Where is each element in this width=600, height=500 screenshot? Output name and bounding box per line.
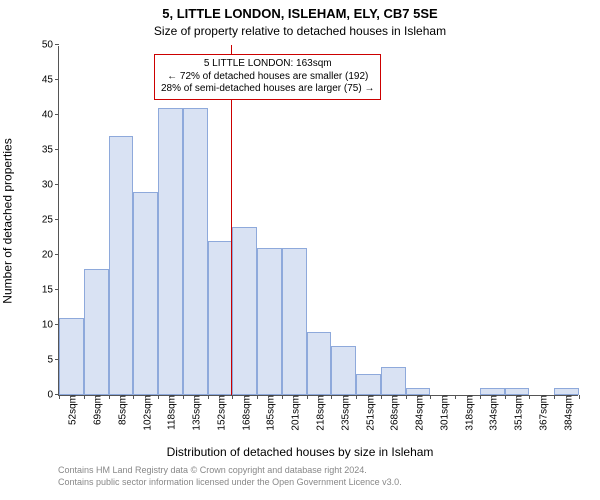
x-tick-mark [232,395,233,399]
histogram-bar [84,269,109,395]
histogram-bar [406,388,431,395]
x-tick-mark [505,395,506,399]
x-tick-label: 102sqm [138,395,153,431]
y-tick-mark [55,114,59,115]
footnote: Contains HM Land Registry data © Crown c… [58,465,402,488]
histogram-bar [331,346,356,395]
y-tick-label: 10 [42,320,59,331]
x-tick-label: 118sqm [163,395,178,430]
y-tick-label: 20 [42,250,59,261]
y-tick-mark [55,289,59,290]
annotation-line2: ← 72% of detached houses are smaller (19… [161,71,374,84]
y-tick-label: 40 [42,110,59,121]
x-tick-label: 152sqm [212,395,227,431]
x-tick-label: 85sqm [113,395,128,425]
histogram-bar [158,108,183,395]
x-tick-mark [84,395,85,399]
x-tick-mark [183,395,184,399]
x-tick-label: 251sqm [361,395,376,431]
x-tick-mark [257,395,258,399]
y-tick-mark [55,254,59,255]
footnote-line2: Contains public sector information licen… [58,477,402,489]
x-axis-label: Distribution of detached houses by size … [0,445,600,459]
x-tick-mark [430,395,431,399]
x-tick-label: 301sqm [435,395,450,431]
y-tick-label: 25 [42,215,59,226]
histogram-bar [59,318,84,395]
x-tick-mark [109,395,110,399]
histogram-bar [109,136,134,395]
x-tick-mark [554,395,555,399]
x-tick-mark [579,395,580,399]
y-tick-mark [55,184,59,185]
y-axis-label: Number of detached properties [1,138,15,303]
x-tick-label: 218sqm [312,395,327,431]
chart-title-main: 5, LITTLE LONDON, ISLEHAM, ELY, CB7 5SE [0,6,600,21]
y-tick-label: 35 [42,145,59,156]
histogram-bar [232,227,257,395]
y-tick-mark [55,359,59,360]
histogram-bar [257,248,282,395]
x-tick-label: 135sqm [188,395,203,431]
y-tick-mark [55,44,59,45]
x-tick-mark [282,395,283,399]
y-tick-label: 45 [42,75,59,86]
y-tick-label: 5 [47,355,59,366]
x-tick-label: 384sqm [559,395,574,431]
x-tick-label: 334sqm [485,395,500,431]
x-tick-label: 235sqm [336,395,351,431]
annotation-line3: 28% of semi-detached houses are larger (… [161,83,374,96]
x-tick-mark [480,395,481,399]
x-tick-label: 168sqm [237,395,252,431]
y-tick-mark [55,324,59,325]
histogram-bar [133,192,158,395]
x-tick-label: 284sqm [411,395,426,431]
x-tick-label: 69sqm [89,395,104,425]
x-tick-mark [59,395,60,399]
x-tick-mark [158,395,159,399]
x-tick-label: 185sqm [262,395,277,431]
x-tick-mark [406,395,407,399]
y-tick-label: 0 [47,390,59,401]
annotation-line1: 5 LITTLE LONDON: 163sqm [161,58,374,71]
y-tick-label: 30 [42,180,59,191]
x-tick-label: 201sqm [287,395,302,431]
x-tick-mark [529,395,530,399]
x-tick-label: 351sqm [510,395,525,431]
y-tick-mark [55,149,59,150]
x-tick-label: 318sqm [460,395,475,431]
chart-title-sub: Size of property relative to detached ho… [0,24,600,38]
x-tick-mark [133,395,134,399]
y-axis-label-wrap: Number of detached properties [0,46,16,396]
y-tick-label: 50 [42,40,59,51]
annotation-box: 5 LITTLE LONDON: 163sqm← 72% of detached… [154,54,381,100]
y-tick-mark [55,219,59,220]
x-tick-mark [307,395,308,399]
x-tick-mark [331,395,332,399]
histogram-bar [356,374,381,395]
x-tick-mark [208,395,209,399]
plot-area: 5 LITTLE LONDON: 163sqm← 72% of detached… [58,46,578,396]
chart-container: 5, LITTLE LONDON, ISLEHAM, ELY, CB7 5SE … [0,0,600,500]
y-tick-mark [55,79,59,80]
x-tick-mark [381,395,382,399]
histogram-bar [505,388,530,395]
histogram-bar [282,248,307,395]
histogram-bar [480,388,505,395]
histogram-bar [307,332,332,395]
x-tick-label: 367sqm [534,395,549,431]
y-tick-label: 15 [42,285,59,296]
histogram-bar [554,388,579,395]
x-tick-label: 52sqm [64,395,79,425]
x-tick-label: 268sqm [386,395,401,431]
plot-inner: 5 LITTLE LONDON: 163sqm← 72% of detached… [59,46,578,395]
x-tick-mark [356,395,357,399]
histogram-bar [183,108,208,395]
x-tick-mark [455,395,456,399]
footnote-line1: Contains HM Land Registry data © Crown c… [58,465,402,477]
histogram-bar [381,367,406,395]
histogram-bar [208,241,233,395]
